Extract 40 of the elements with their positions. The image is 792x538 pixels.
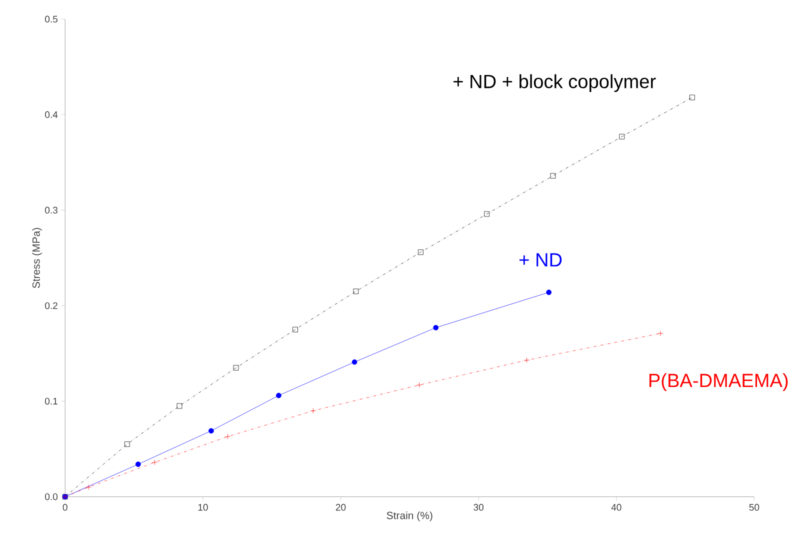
- y-axis-title: Stress (MPa): [32, 228, 42, 288]
- x-tick-label: 30: [474, 504, 484, 511]
- point: [353, 288, 359, 294]
- point: [292, 326, 298, 332]
- x-tick-label: 10: [198, 504, 208, 511]
- point: [550, 173, 556, 179]
- point: [546, 290, 552, 296]
- y-tick-label: 0.1: [45, 398, 58, 405]
- y-tick-label: 0.3: [45, 206, 58, 214]
- point: [619, 134, 625, 140]
- point: [658, 330, 664, 336]
- point: [208, 428, 214, 434]
- point: [418, 250, 424, 255]
- point: [225, 434, 230, 440]
- y-tick-label: 0.0: [45, 493, 58, 500]
- point: [484, 211, 490, 217]
- point: [233, 365, 239, 371]
- x-tick-label: 40: [611, 504, 622, 511]
- point: [86, 484, 92, 490]
- series-label: + ND + block copolymer: [454, 74, 656, 92]
- x-tick-label: 50: [749, 504, 760, 511]
- point: [524, 358, 530, 363]
- series-label: P(BA-DMAEMA): [649, 373, 788, 392]
- point: [690, 94, 695, 100]
- point: [352, 359, 358, 365]
- x-tick-label: 20: [336, 504, 346, 511]
- point: [124, 442, 130, 447]
- point: [276, 392, 282, 398]
- x-tick-label: 0: [62, 504, 68, 511]
- point: [416, 382, 422, 388]
- point: [310, 408, 316, 414]
- y-tick-label: 0.2: [45, 302, 58, 310]
- series-label: + ND: [520, 253, 562, 266]
- point: [176, 403, 182, 409]
- y-tick-label: 0.4: [45, 111, 58, 118]
- point: [433, 325, 439, 330]
- point: [152, 460, 158, 466]
- x-axis-title: Strain (%): [386, 512, 432, 522]
- y-tick-label: 0.5: [45, 16, 58, 23]
- point: [135, 462, 141, 467]
